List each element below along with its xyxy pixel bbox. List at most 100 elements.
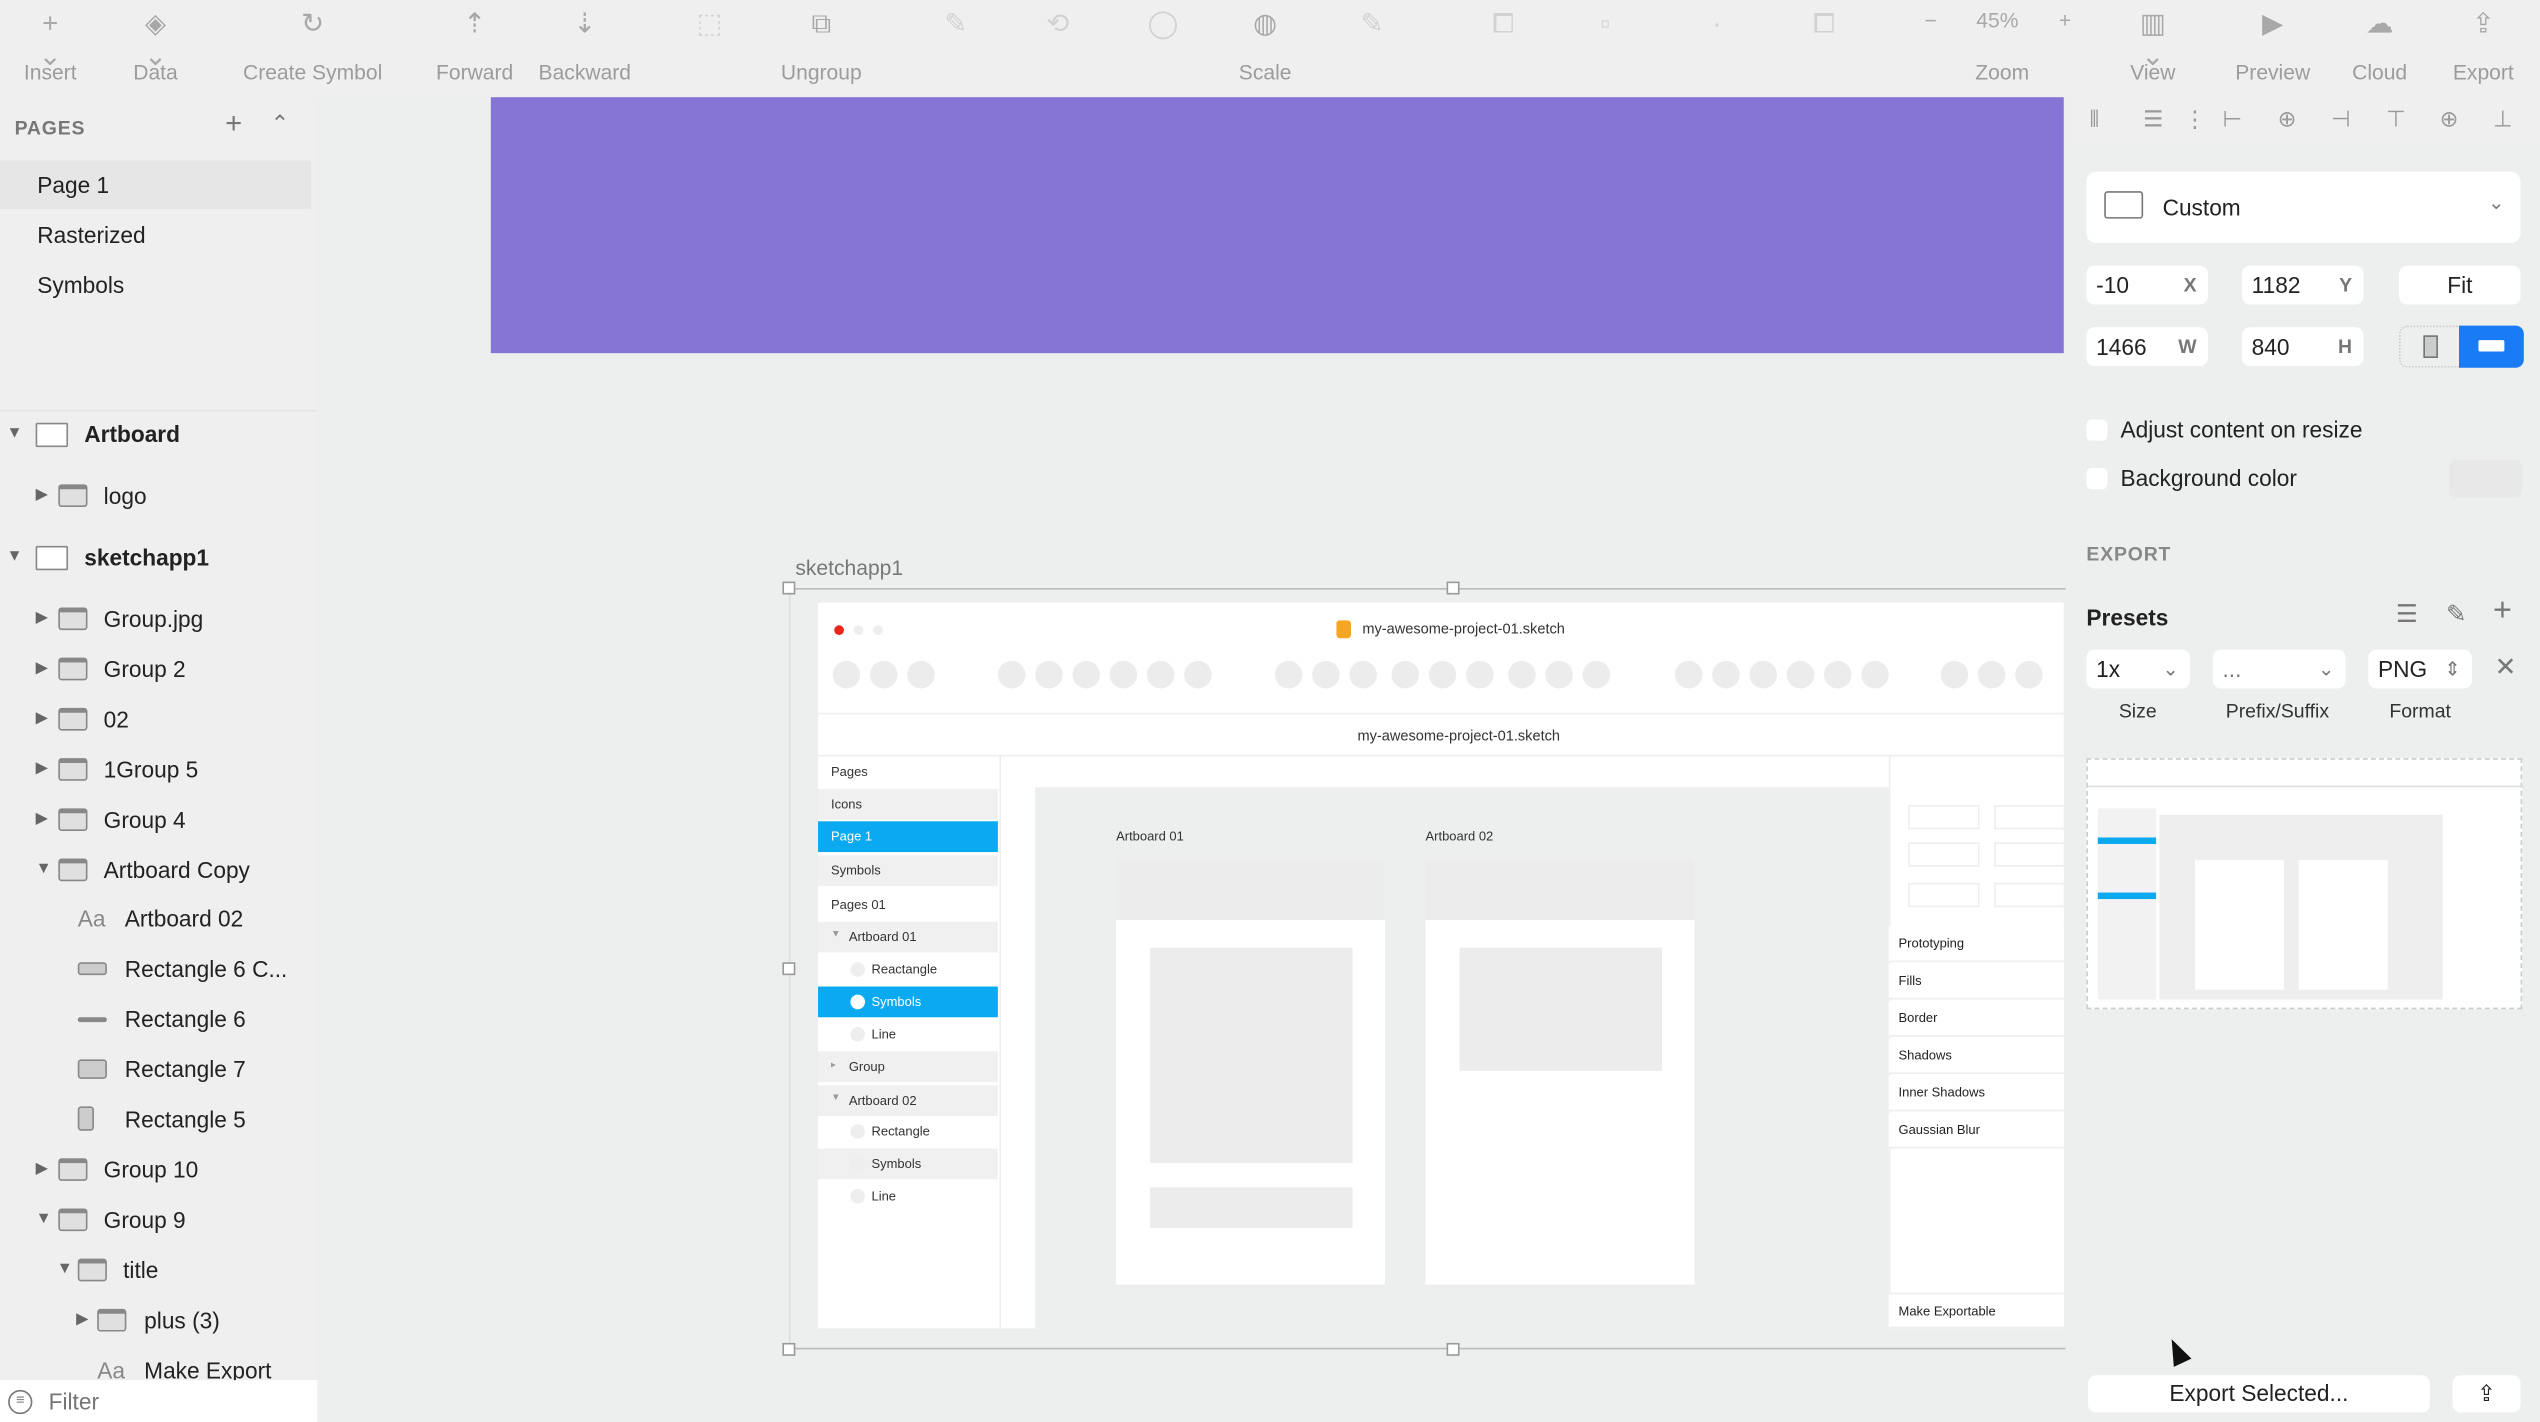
layer-row[interactable]: ▶ Group 10 <box>0 1145 318 1194</box>
toolbar-view-label[interactable]: View <box>2130 59 2176 85</box>
group-icon[interactable]: ⬚ <box>696 8 723 39</box>
background-color-swatch[interactable] <box>2449 460 2523 498</box>
export-icon[interactable]: ⇪ <box>2471 8 2495 39</box>
union-icon[interactable]: ⧠ <box>1492 8 1515 39</box>
subtract-icon[interactable]: ▫ <box>1600 8 1611 39</box>
resize-handle[interactable] <box>782 962 796 976</box>
mask-icon[interactable]: ◯ <box>1147 8 1179 39</box>
view-icon[interactable]: ▥ ⌄ <box>2139 8 2166 72</box>
resize-handle[interactable] <box>1446 1342 1460 1356</box>
layer-row[interactable]: Rectangle 6 C... <box>0 945 318 994</box>
disclosure-chevron-down-icon[interactable]: ▼ <box>6 547 23 566</box>
disclosure-chevron-right-icon[interactable]: ▶ <box>35 709 49 728</box>
layer-row[interactable]: ▶ plus (3) <box>0 1295 318 1344</box>
top-artboard[interactable] <box>490 97 2064 354</box>
align-top-icon[interactable]: ⊤ <box>2386 105 2406 132</box>
layer-row[interactable]: Rectangle 6 <box>0 995 318 1044</box>
zoom-value[interactable]: 45% <box>1976 8 2019 33</box>
width-field[interactable]: 1466 W <box>2086 327 2208 367</box>
toolbar-backward-label[interactable]: Backward <box>538 59 632 85</box>
adjust-content-checkbox[interactable] <box>2086 419 2108 441</box>
disclosure-chevron-right-icon[interactable]: ▶ <box>35 659 49 677</box>
prefix-suffix-dropdown[interactable]: ... ⌄ <box>2212 649 2346 689</box>
layer-row[interactable]: ▼ Group 9 <box>0 1195 318 1244</box>
distribute-horizontal-icon[interactable]: ⫴ <box>2089 105 2100 132</box>
disclosure-chevron-down-icon[interactable]: ▼ <box>56 1259 73 1278</box>
disclosure-chevron-right-icon[interactable]: ▶ <box>35 485 49 504</box>
y-field[interactable]: 1182 Y <box>2241 265 2364 305</box>
layer-row[interactable]: ▶ logo <box>0 471 318 520</box>
layer-row[interactable]: ▼ title <box>0 1245 318 1294</box>
disclosure-chevron-right-icon[interactable]: ▶ <box>35 609 49 627</box>
layer-row[interactable]: ▶ Group.jpg <box>0 595 318 644</box>
align-right-icon[interactable]: ⊣ <box>2331 105 2351 132</box>
toolbar-cloud-label[interactable]: Cloud <box>2352 59 2408 85</box>
remove-export-close-icon[interactable]: ✕ <box>2494 654 2517 682</box>
disclosure-chevron-down-icon[interactable]: ▼ <box>35 859 52 878</box>
plus-icon[interactable]: + ⌄ <box>38 8 62 72</box>
layer-row[interactable]: ▶ 1Group 5 <box>0 745 318 794</box>
more-icon[interactable]: ⋮ <box>2183 105 2207 132</box>
layers-icon[interactable]: ◈ ⌄ <box>143 8 168 72</box>
toolbar-preview-label[interactable]: Preview <box>2235 59 2311 85</box>
cloud-icon[interactable]: ☁ <box>2365 8 2394 39</box>
fit-button[interactable]: Fit <box>2399 265 2521 305</box>
preset-dropdown[interactable]: Custom ⌄ <box>2086 171 2521 243</box>
layer-row[interactable]: ▶ Group 2 <box>0 645 318 694</box>
align-bottom-icon[interactable]: ⊥ <box>2493 105 2513 132</box>
backward-icon[interactable]: ⇣ <box>573 8 597 39</box>
format-dropdown[interactable]: PNG ⇕ <box>2368 649 2472 689</box>
layer-row[interactable]: Aa Make Export <box>0 1345 318 1394</box>
align-center-icon[interactable]: ⊕ <box>2277 105 2297 132</box>
page-item[interactable]: Page 1 <box>0 160 312 209</box>
toolbar-create-symbol-label[interactable]: Create Symbol <box>242 59 383 85</box>
resize-handle[interactable] <box>782 1342 796 1356</box>
create-symbol-icon[interactable]: ↻ <box>301 8 325 39</box>
page-item[interactable]: Rasterized <box>37 221 146 248</box>
distribute-vertical-icon[interactable]: ☰ <box>2143 105 2164 132</box>
toolbar-scale-label[interactable]: Scale <box>1238 59 1292 85</box>
artboard-title[interactable]: sketchapp1 <box>795 555 904 580</box>
scale-icon[interactable]: ◍ <box>1253 8 1278 39</box>
align-middle-icon[interactable]: ⊕ <box>2439 105 2459 132</box>
preview-icon[interactable]: ▶ <box>2262 8 2284 39</box>
layer-row[interactable]: ▼ Artboard Copy <box>0 845 318 894</box>
resize-handle[interactable] <box>782 581 796 595</box>
layer-row[interactable]: ▶ Group 4 <box>0 795 318 844</box>
difference-icon[interactable]: ⧠ <box>1812 8 1836 39</box>
disclosure-chevron-right-icon[interactable]: ▶ <box>76 1309 89 1328</box>
sliders-icon[interactable]: ☰ <box>2395 600 2418 629</box>
intersect-icon[interactable]: · <box>1712 8 1722 39</box>
layer-row[interactable]: ▶ 02 <box>0 695 318 744</box>
landscape-button[interactable] <box>2459 325 2524 368</box>
ungroup-icon[interactable]: ⧉ <box>811 8 832 39</box>
layer-row[interactable]: Rectangle 5 <box>0 1095 318 1144</box>
page-item[interactable]: Symbols <box>37 272 125 299</box>
export-selected-button[interactable]: Export Selected... <box>2088 1375 2430 1413</box>
add-page-button[interactable]: + <box>225 106 243 140</box>
layer-row[interactable]: ▼ Artboard <box>0 410 318 459</box>
background-color-checkbox[interactable] <box>2086 468 2108 490</box>
add-export-button[interactable]: + <box>2493 592 2512 629</box>
layer-row[interactable]: Aa Artboard 02 <box>0 895 318 944</box>
disclosure-chevron-right-icon[interactable]: ▶ <box>35 759 49 778</box>
zoom-out-button[interactable]: − <box>1924 8 1937 33</box>
resize-handle[interactable] <box>1446 581 1460 595</box>
x-field[interactable]: -10 X <box>2086 265 2208 305</box>
edit-icon[interactable]: ✎ <box>944 8 968 39</box>
rotate-icon[interactable]: ⟲ <box>1046 8 1070 39</box>
disclosure-chevron-down-icon[interactable]: ▼ <box>35 1209 52 1228</box>
disclosure-chevron-down-icon[interactable]: ▼ <box>6 424 23 443</box>
zoom-in-button[interactable]: + <box>2058 8 2072 33</box>
layer-row[interactable]: ▼ sketchapp1 <box>0 533 318 582</box>
disclosure-chevron-right-icon[interactable]: ▶ <box>35 809 49 828</box>
toolbar-insert-label[interactable]: Insert <box>23 59 77 85</box>
knife-icon[interactable]: ✎ <box>2446 600 2467 629</box>
flatten-icon[interactable]: ✎ <box>1360 8 1384 39</box>
collapse-pages-chevron-up-icon[interactable]: ⌃ <box>270 110 290 137</box>
align-left-icon[interactable]: ⊢ <box>2222 105 2243 132</box>
height-field[interactable]: 840 H <box>2241 327 2364 367</box>
size-dropdown[interactable]: 1x ⌄ <box>2086 649 2191 689</box>
layer-row[interactable]: Rectangle 7 <box>0 1045 318 1094</box>
toolbar-ungroup-label[interactable]: Ungroup <box>780 59 862 85</box>
